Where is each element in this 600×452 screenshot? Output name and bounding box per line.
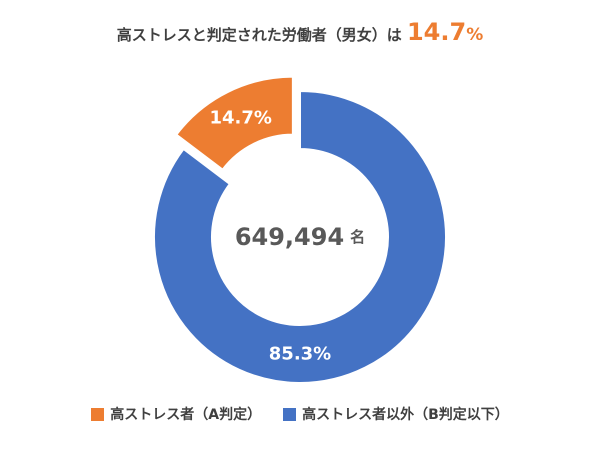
legend-item-high-stress: 高ストレス者（A判定） xyxy=(91,404,261,424)
chart-title-text: 高ストレスと判定された労働者（男女）は xyxy=(116,26,402,44)
chart-legend: 高ストレス者（A判定） 高ストレス者以外（B判定以下） xyxy=(0,404,600,424)
chart-title-number: 14.7 xyxy=(406,18,467,46)
slice-other xyxy=(153,89,447,384)
data-label-high-stress: 14.7% xyxy=(210,107,272,128)
center-total-label: 649,494 名 xyxy=(235,223,365,251)
legend-item-other: 高ストレス者以外（B判定以下） xyxy=(283,404,509,424)
donut-chart: 14.7% 85.3% 649,494 名 xyxy=(153,75,447,384)
legend-swatch-high-stress xyxy=(91,407,105,421)
chart-title: 高ストレスと判定された労働者（男女）は 14.7% xyxy=(0,18,600,46)
chart-title-unit: % xyxy=(466,25,484,45)
slice-high-stress xyxy=(174,75,294,172)
data-label-other: 85.3% xyxy=(269,344,331,365)
legend-label-high-stress: 高ストレス者（A判定） xyxy=(110,407,262,423)
legend-label-other: 高ストレス者以外（B判定以下） xyxy=(302,407,509,423)
legend-swatch-other xyxy=(283,407,297,421)
